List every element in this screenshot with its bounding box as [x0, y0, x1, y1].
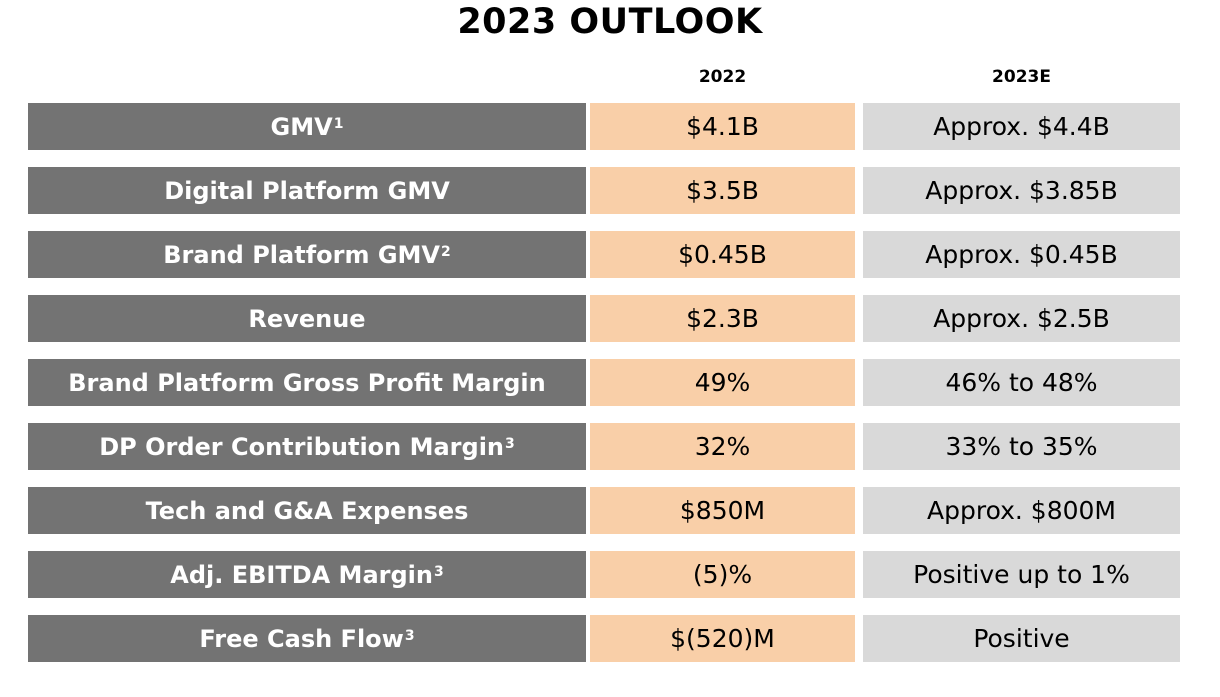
value-2022: $(520)M [590, 615, 855, 662]
value-2023e: Approx. $4.4B [863, 103, 1180, 150]
row-label: Adj. EBITDA Margin 3 [28, 551, 586, 598]
value-2023e: Approx. $0.45B [863, 231, 1180, 278]
value-2023e: Approx. $3.85B [863, 167, 1180, 214]
column-header-2022: 2022 [698, 67, 747, 87]
row-label-text: GMV [270, 112, 333, 141]
row-label: GMV 1 [28, 103, 586, 150]
value-2023e: Approx. $2.5B [863, 295, 1180, 342]
column-header-2023e: 2023E [992, 67, 1051, 87]
page-title: 2023 OUTLOOK [457, 2, 763, 42]
value-2022: $2.3B [590, 295, 855, 342]
row-label: Tech and G&A Expenses [28, 487, 586, 534]
row-label-text: DP Order Contribution Margin [99, 432, 505, 461]
value-2023e: 33% to 35% [863, 423, 1180, 470]
row-label-text: Adj. EBITDA Margin [170, 560, 433, 589]
row-label: Brand Platform GMV 2 [28, 231, 586, 278]
value-2022: 49% [590, 359, 855, 406]
value-2022: $4.1B [590, 103, 855, 150]
row-label: DP Order Contribution Margin 3 [28, 423, 586, 470]
row-label: Digital Platform GMV [28, 167, 586, 214]
value-2022: $850M [590, 487, 855, 534]
row-label: Brand Platform Gross Profit Margin [28, 359, 586, 406]
value-2023e: Approx. $800M [863, 487, 1180, 534]
value-2022: $0.45B [590, 231, 855, 278]
row-label: Revenue [28, 295, 586, 342]
value-2023e: 46% to 48% [863, 359, 1180, 406]
row-label-text: Revenue [248, 304, 366, 333]
row-label-text: Digital Platform GMV [164, 176, 450, 205]
value-2022: 32% [590, 423, 855, 470]
value-2023e: Positive up to 1% [863, 551, 1180, 598]
value-2022: (5)% [590, 551, 855, 598]
row-label-text: Brand Platform Gross Profit Margin [68, 368, 546, 397]
row-label-text: Brand Platform GMV [163, 240, 440, 269]
row-label-text: Tech and G&A Expenses [145, 496, 469, 525]
value-2022: $3.5B [590, 167, 855, 214]
row-label-text: Free Cash Flow [199, 624, 404, 653]
row-label: Free Cash Flow 3 [28, 615, 586, 662]
value-2023e: Positive [863, 615, 1180, 662]
